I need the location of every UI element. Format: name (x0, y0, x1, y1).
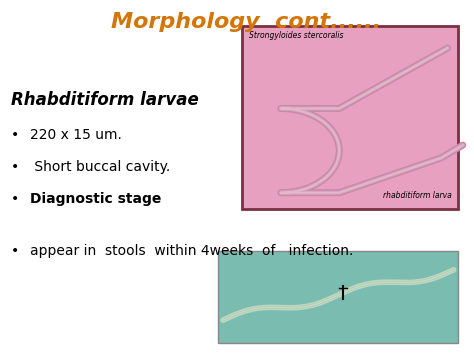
Text: rhabditiform larva: rhabditiform larva (383, 191, 451, 200)
Text: Strongyloides stercoralis: Strongyloides stercoralis (249, 31, 343, 40)
Text: •: • (11, 128, 19, 142)
Text: 220 x 15 um.: 220 x 15 um. (30, 128, 121, 142)
Text: Short buccal cavity.: Short buccal cavity. (30, 160, 170, 174)
Text: Rhabditiform larvae: Rhabditiform larvae (11, 91, 199, 109)
Text: appear in  stools  within 4weeks  of   infection.: appear in stools within 4weeks of infect… (30, 245, 353, 258)
Text: •: • (11, 160, 19, 174)
Text: •: • (11, 245, 19, 258)
Bar (218, 251, 458, 343)
Bar (242, 26, 458, 209)
Text: Morphology  cont......: Morphology cont...... (111, 12, 382, 32)
Text: Diagnostic stage: Diagnostic stage (30, 192, 161, 206)
Text: •: • (11, 192, 19, 206)
